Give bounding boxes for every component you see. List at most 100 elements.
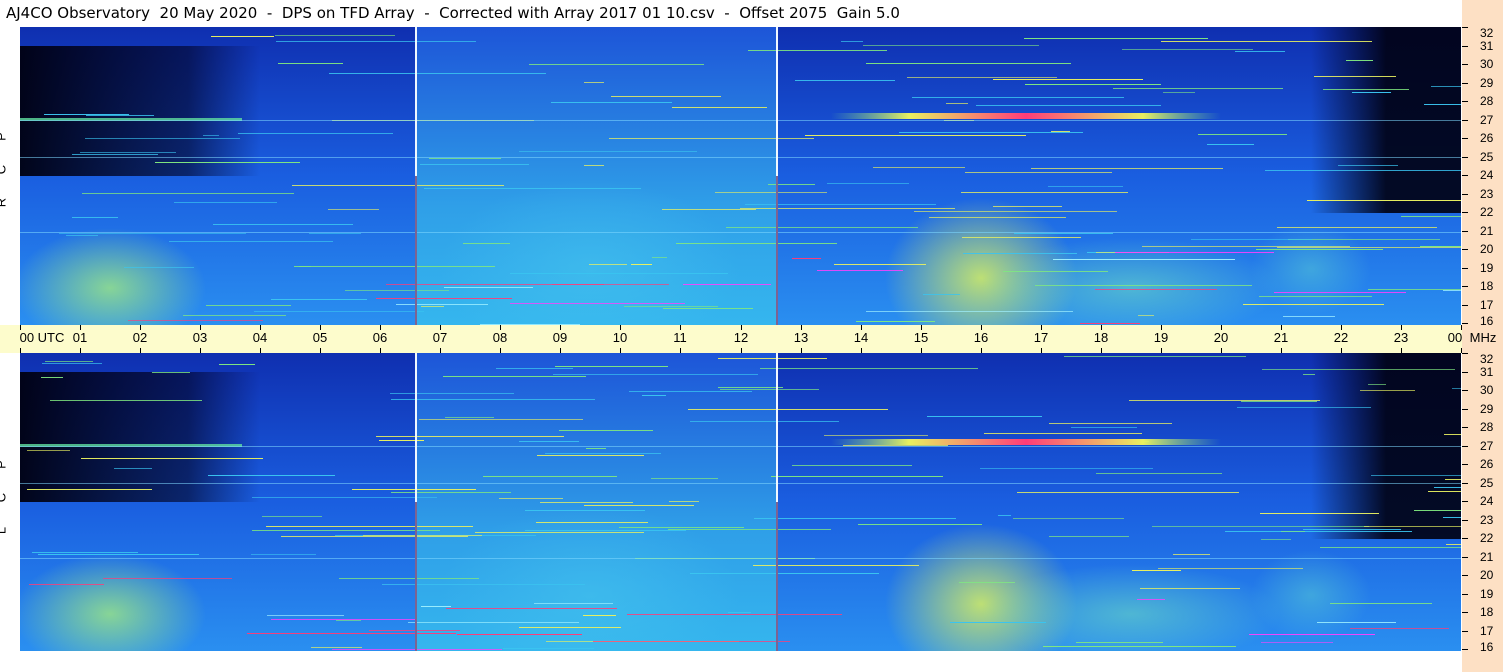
interference-line	[1444, 434, 1461, 435]
interference-line	[1080, 323, 1140, 324]
interference-line	[247, 633, 456, 634]
interference-line	[396, 304, 488, 305]
interference-line	[1122, 49, 1253, 50]
time-tick	[1221, 348, 1222, 353]
interference-line	[559, 430, 653, 431]
time-tick	[801, 348, 802, 353]
interference-line	[1428, 491, 1461, 492]
time-tick	[500, 325, 501, 330]
interference-line	[984, 433, 1142, 434]
time-tick-label: 06	[372, 330, 388, 345]
freq-tick	[1462, 483, 1468, 484]
interference-line	[963, 253, 1077, 254]
time-tick-label: 07	[432, 330, 448, 345]
time-tick	[921, 325, 922, 330]
interference-line	[252, 530, 440, 531]
interference-line	[206, 305, 291, 306]
interference-line	[676, 243, 837, 244]
time-tick	[1341, 348, 1342, 353]
time-tick	[140, 348, 141, 353]
interference-line	[271, 299, 367, 300]
band-line	[20, 120, 1461, 121]
interference-line	[496, 368, 573, 369]
freq-tick-label: 32	[1480, 352, 1494, 366]
freq-tick	[1462, 175, 1468, 176]
interference-line	[267, 615, 344, 616]
time-tick	[680, 348, 681, 353]
interference-line	[1434, 487, 1461, 488]
interference-line	[555, 366, 668, 367]
utc-time-axis: 00 UTC 01 02 03 04 05 06 07 08 09 10 11 12 13 14 15 16 17…	[0, 325, 1496, 353]
interference-line	[718, 358, 827, 359]
interference-line	[252, 497, 437, 498]
interference-line	[72, 217, 118, 218]
interference-line	[311, 647, 362, 648]
interference-line	[627, 614, 842, 615]
time-tick	[1341, 325, 1342, 330]
freq-tick	[1462, 268, 1468, 269]
freq-tick	[1462, 157, 1468, 158]
time-tick	[260, 348, 261, 353]
interference-line	[1043, 646, 1236, 647]
interference-line	[50, 400, 202, 401]
freq-tick	[1462, 305, 1468, 306]
interference-line	[817, 270, 903, 271]
interference-line	[619, 527, 744, 528]
interference-line	[976, 105, 1161, 106]
freq-tick-label: 25	[1480, 476, 1494, 490]
interference-line	[1350, 628, 1449, 629]
freq-tick-label: 30	[1480, 57, 1494, 71]
interference-line	[672, 107, 767, 108]
time-tick	[200, 348, 201, 353]
interference-line	[1256, 249, 1383, 250]
interference-line	[278, 63, 343, 64]
interference-line	[1017, 492, 1239, 493]
time-tick	[1281, 348, 1282, 353]
interference-line	[1338, 165, 1398, 166]
freq-tick	[1462, 101, 1468, 102]
interference-line	[1132, 570, 1181, 571]
time-tick	[1041, 348, 1042, 353]
time-tick	[20, 325, 21, 330]
interference-line	[82, 193, 294, 194]
interference-line	[907, 77, 1057, 78]
interference-line	[1320, 547, 1461, 548]
interference-line	[1129, 400, 1320, 401]
interference-line	[1096, 473, 1222, 474]
interference-line	[754, 518, 956, 519]
interference-line	[1446, 544, 1461, 545]
freq-tick-label: 20	[1480, 568, 1494, 582]
interference-line	[475, 532, 644, 533]
interference-line	[668, 529, 831, 530]
freq-tick-label: 20	[1480, 242, 1494, 256]
interference-line	[271, 619, 415, 620]
interference-line	[1049, 423, 1172, 424]
time-tick	[380, 348, 381, 353]
freq-tick	[1462, 501, 1468, 502]
interference-line	[1401, 216, 1461, 217]
interference-line	[329, 73, 546, 74]
interference-line	[42, 363, 102, 364]
interference-line	[391, 492, 511, 493]
time-tick	[1401, 348, 1402, 353]
interference-line	[80, 152, 176, 153]
interference-line	[103, 578, 232, 579]
interference-line	[124, 267, 194, 268]
spectrogram-title: AJ4CO Observatory 20 May 2020 - DPS on T…	[0, 0, 1460, 26]
interference-line	[1014, 233, 1113, 234]
interference-line	[376, 298, 512, 299]
time-tick	[1461, 348, 1462, 353]
interference-line	[38, 554, 199, 555]
time-tick	[1161, 325, 1162, 330]
time-tick	[1101, 325, 1102, 330]
interference-line	[688, 409, 888, 410]
data-gap-shadow	[776, 502, 778, 651]
interference-line	[1303, 529, 1401, 530]
interference-line	[1261, 539, 1291, 540]
interference-line	[584, 82, 604, 83]
interference-line	[584, 165, 604, 166]
freq-tick	[1462, 372, 1468, 373]
interference-line	[1140, 588, 1240, 589]
freq-tick	[1462, 446, 1468, 447]
interference-line	[27, 450, 70, 451]
